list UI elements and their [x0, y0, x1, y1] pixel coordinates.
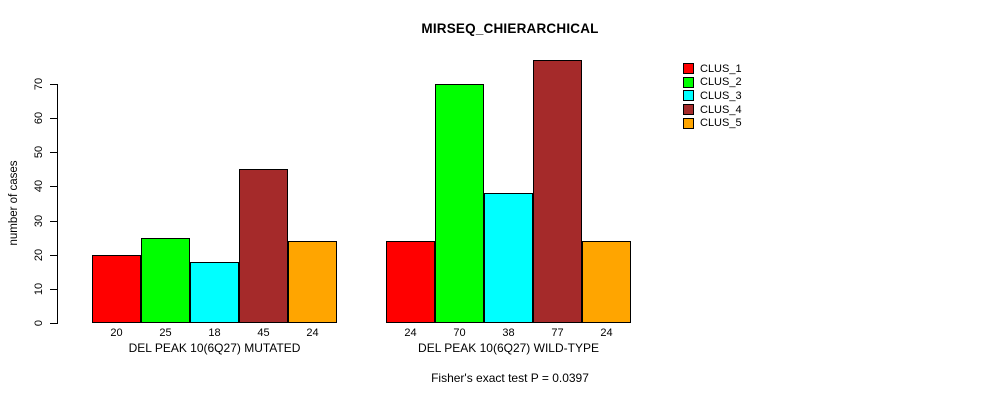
legend-label: CLUS_1 [700, 62, 742, 75]
legend-swatch-clus_2 [683, 76, 694, 88]
fisher-test-annotation: Fisher's exact test P = 0.0397 [431, 371, 589, 385]
legend-label: CLUS_5 [700, 117, 742, 130]
x-group-label: DEL PEAK 10(6Q27) WILD-TYPE [418, 341, 599, 355]
bar-clus_1 [92, 254, 141, 323]
y-axis-tick [50, 288, 57, 290]
y-axis-tick-label: 40 [33, 180, 45, 193]
bar-clus_2 [141, 237, 190, 323]
bar-clus_2 [435, 84, 484, 323]
y-axis-tick [50, 323, 57, 324]
y-axis-tick-label: 60 [33, 111, 45, 125]
bar-value-label: 25 [159, 327, 172, 339]
y-axis-tick [50, 118, 57, 120]
bar-value-label: 18 [208, 327, 221, 339]
bar-clus_5 [288, 241, 337, 323]
bar-value-label: 24 [404, 327, 417, 339]
bar-value-label: 24 [306, 327, 319, 339]
y-axis-tick [50, 152, 57, 154]
bar-clus_3 [190, 261, 239, 323]
bar-value-label: 38 [502, 327, 515, 339]
bar-value-label: 70 [453, 327, 466, 339]
bar-value-label: 20 [110, 327, 123, 339]
y-axis-tick-label: 20 [33, 248, 45, 261]
legend-label: CLUS_4 [700, 103, 742, 116]
y-axis-line [57, 84, 58, 324]
y-axis-tick [50, 254, 57, 256]
bar-clus_5 [582, 241, 631, 323]
bar-clus_4 [533, 60, 582, 323]
bar-value-label: 24 [600, 327, 613, 339]
legend-swatch-clus_4 [683, 104, 694, 116]
x-group-label: DEL PEAK 10(6Q27) MUTATED [128, 341, 301, 355]
legend-swatch-clus_3 [683, 90, 694, 102]
y-axis-tick-label: 30 [33, 214, 45, 227]
bar-value-label: 77 [551, 327, 564, 339]
bar-clus_4 [239, 169, 288, 323]
y-axis-tick-label: 10 [33, 282, 45, 296]
y-axis-tick [50, 220, 57, 222]
bar-clus_3 [484, 193, 533, 323]
legend-label: CLUS_3 [700, 89, 742, 102]
legend-swatch-clus_1 [683, 63, 694, 74]
y-axis-tick-label: 70 [33, 77, 45, 91]
chart-title: MIRSEQ_CHIERARCHICAL [421, 21, 599, 36]
y-axis-tick [50, 186, 57, 188]
y-axis-tick [50, 84, 57, 85]
bar-clus_1 [386, 241, 435, 323]
legend-swatch-clus_5 [683, 117, 694, 129]
y-axis-tick-label: 0 [33, 319, 45, 327]
legend-label: CLUS_2 [700, 76, 742, 89]
y-axis-label: number of cases [8, 160, 20, 246]
y-axis-tick-label: 50 [33, 146, 45, 159]
bar-value-label: 45 [257, 327, 270, 339]
